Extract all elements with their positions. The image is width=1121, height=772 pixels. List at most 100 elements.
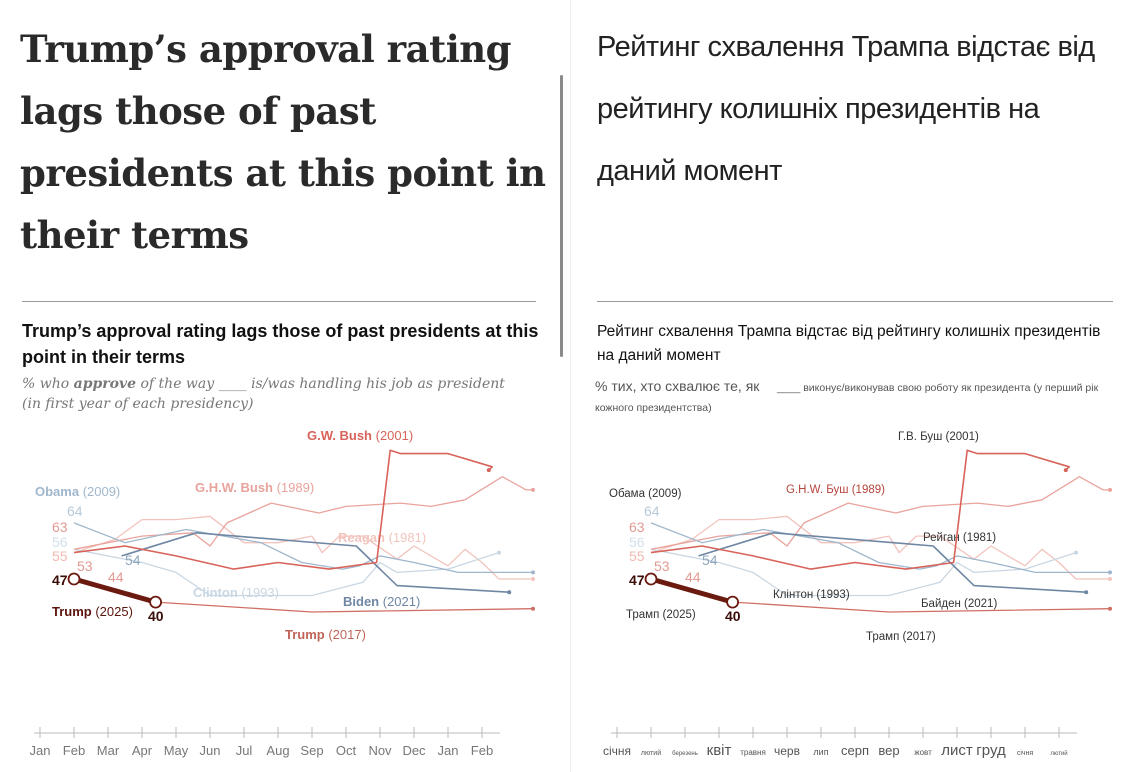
value-label-end: 40 xyxy=(148,608,164,624)
headline: Рейтинг схвалення Трампа відстає від рей… xyxy=(597,31,1095,187)
chart-title: Рейтинг схвалення Трампа відстає від рей… xyxy=(597,323,1101,364)
x-tick-label: лютий xyxy=(1050,750,1067,757)
series-line-gwbush xyxy=(650,449,1070,570)
series-line-biden xyxy=(121,532,510,593)
trump2025-point-0 xyxy=(67,572,81,586)
series-label-trump2017: Трамп (2017) xyxy=(866,631,936,643)
value-label-start: 47 xyxy=(52,572,68,588)
series-label-name: Reagan xyxy=(338,530,389,545)
series-label-name: Байден xyxy=(921,598,964,610)
x-tick-label: березень xyxy=(672,751,698,757)
x-tick-label: Mar xyxy=(97,743,120,758)
x-tick-label: Nov xyxy=(368,743,392,758)
divider-rule xyxy=(22,301,536,302)
series-label-ghwbush: G.H.W. Буш (1989) xyxy=(786,484,885,496)
series-end-dot-gwbush xyxy=(1063,468,1068,473)
value-label: 63 xyxy=(52,519,68,535)
x-tick-label: квіт xyxy=(707,742,732,759)
series-line-trump2017 xyxy=(732,601,1111,613)
series-label-trump2025: Trump (2025) xyxy=(52,604,133,619)
series-label-name: Biden xyxy=(343,594,383,609)
series-label-year: (1993) xyxy=(816,589,849,601)
value-label: 44 xyxy=(685,569,701,585)
series-end-dot-trump2017 xyxy=(531,606,535,611)
series-label-year: (2025) xyxy=(95,604,133,619)
x-tick-label: січня xyxy=(603,744,631,758)
value-label: 56 xyxy=(629,534,645,550)
value-label: 63 xyxy=(629,519,645,535)
x-tick-label: Apr xyxy=(132,743,153,758)
series-label-year: (1993) xyxy=(241,585,279,600)
series-label-name: G.H.W. Bush xyxy=(195,480,277,495)
series-line-trump2025 xyxy=(73,576,157,605)
series-end-dot-biden xyxy=(507,590,512,595)
series-label-name: G.W. Bush xyxy=(307,428,376,443)
series-label-year: (1989) xyxy=(277,480,315,495)
x-tick-label: Jul xyxy=(236,743,253,758)
value-label-start: 47 xyxy=(629,572,645,588)
series-label-year: (2001) xyxy=(376,428,414,443)
divider-rule xyxy=(597,301,1113,302)
series-label-year: (2025) xyxy=(663,609,696,621)
series-line-reagan xyxy=(73,515,533,580)
series-line-biden xyxy=(698,532,1087,593)
value-label: 53 xyxy=(654,558,670,574)
series-end-dot-ghwbush xyxy=(531,487,535,492)
x-tick-label: Feb xyxy=(63,743,85,758)
series-line-clinton xyxy=(73,548,500,597)
x-tick-label: лютий xyxy=(641,749,661,757)
series-end-dot-clinton xyxy=(497,550,501,555)
x-tick-label: серп xyxy=(841,743,869,758)
series-label-year: (2017) xyxy=(328,627,366,642)
series-label-year: (1981) xyxy=(963,532,996,544)
series-label-name: Обама xyxy=(609,488,648,500)
series-label-name: Obama xyxy=(35,484,83,499)
series-label-year: (1981) xyxy=(389,530,427,545)
chart-note: % тих, хто схвалює те, як ____ виконує/в… xyxy=(595,376,1105,418)
x-tick-label: Oct xyxy=(336,743,357,758)
value-label: 53 xyxy=(77,558,93,574)
english-panel: Trump’s approval rating lags those of pa… xyxy=(20,27,546,758)
series-end-dot-trump2017 xyxy=(1108,606,1112,611)
series-line-ghwbush xyxy=(650,476,1110,550)
series-label-year: (2021) xyxy=(383,594,421,609)
x-tick-label: січня xyxy=(1017,749,1034,757)
series-line-obama xyxy=(73,522,533,574)
series-label-name: Рейган xyxy=(923,532,963,544)
series-end-dot-reagan xyxy=(531,577,535,581)
chart-note: % who approve of the way ____ is/was han… xyxy=(22,374,522,414)
value-label: 64 xyxy=(67,503,83,519)
chart-title: Trump’s approval rating lags those of pa… xyxy=(22,321,539,367)
note-bold: approve xyxy=(73,376,137,392)
series-end-dot-obama xyxy=(531,570,535,575)
headline: Trump’s approval rating lags those of pa… xyxy=(20,27,546,257)
series-label-clinton: Clinton (1993) xyxy=(193,585,279,600)
value-label: 56 xyxy=(52,534,68,550)
x-tick-label: Sep xyxy=(300,743,323,758)
x-tick-label: лист xyxy=(941,742,973,759)
value-label: 64 xyxy=(644,503,660,519)
trump2025-point-1 xyxy=(726,595,740,609)
x-tick-label: жовт xyxy=(914,748,932,757)
series-label-reagan: Reagan (1981) xyxy=(338,530,426,545)
x-tick-label: Dec xyxy=(402,743,426,758)
series-label-name: Trump xyxy=(52,604,95,619)
series-label-year: (2021) xyxy=(964,598,997,610)
series-label-name: Trump xyxy=(285,627,328,642)
series-end-dot-gwbush xyxy=(486,468,491,473)
series-label-gwbush: G.W. Bush (2001) xyxy=(307,428,413,443)
series-label-year: (1989) xyxy=(852,484,885,496)
ukrainian-panel: Рейтинг схвалення Трампа відстає від рей… xyxy=(570,0,1121,772)
note-pre: % who xyxy=(22,376,74,392)
series-label-name: Трамп xyxy=(866,631,903,643)
x-tick-label: Aug xyxy=(266,743,289,758)
scrollbar[interactable] xyxy=(560,75,563,357)
value-label: 44 xyxy=(108,569,124,585)
series-label-ghwbush: G.H.W. Bush (1989) xyxy=(195,480,314,495)
series-label-reagan: Рейган (1981) xyxy=(923,532,996,544)
trump2025-point-1 xyxy=(149,595,163,609)
series-label-year: (2009) xyxy=(648,488,681,500)
series-label-gwbush: Г.В. Буш (2001) xyxy=(898,431,979,443)
x-tick-label: Jan xyxy=(438,743,459,758)
series-end-dot-reagan xyxy=(1108,577,1112,581)
